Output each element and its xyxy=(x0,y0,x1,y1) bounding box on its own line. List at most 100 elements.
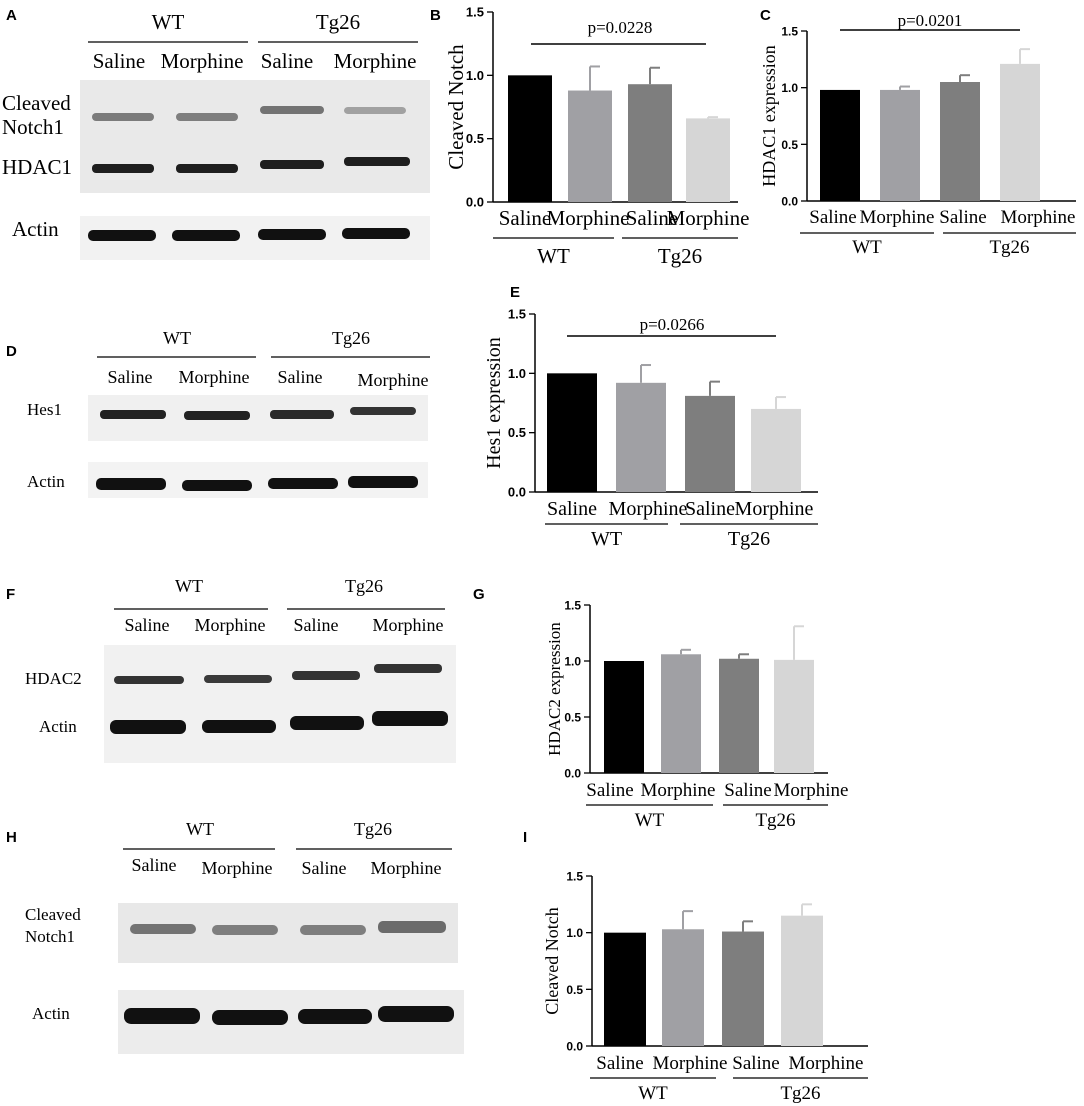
y-tick-label: 1.5 xyxy=(466,5,484,20)
blot-band xyxy=(204,675,272,683)
category-label: Saline xyxy=(586,780,634,801)
y-tick-label: 0.5 xyxy=(508,425,526,440)
panel-label: E xyxy=(510,284,520,301)
bar xyxy=(616,382,666,492)
panel-f-blot: F WT Tg26 Saline Morphine Saline Morphin… xyxy=(6,576,456,763)
bar xyxy=(604,932,646,1046)
bar xyxy=(568,90,612,202)
blot-band xyxy=(124,1008,200,1024)
blot-band xyxy=(130,924,196,934)
lane-label: Saline xyxy=(125,615,170,635)
bar xyxy=(685,395,735,492)
group-label: Tg26 xyxy=(755,810,795,831)
bar xyxy=(880,89,920,201)
panel-label: B xyxy=(430,7,441,24)
lane-label: Morphine xyxy=(371,858,442,878)
group-label: WT xyxy=(852,237,882,258)
blot-band xyxy=(176,164,238,173)
category-label: Morphine xyxy=(547,206,630,230)
blot-band xyxy=(374,664,442,673)
panel-label: D xyxy=(6,343,17,360)
blot-band xyxy=(350,407,416,415)
bar xyxy=(508,75,552,202)
y-tick-label: 1.0 xyxy=(781,81,798,95)
blot-membrane xyxy=(104,645,456,763)
y-tick-label: 0.0 xyxy=(566,1040,583,1054)
bar xyxy=(686,118,730,202)
y-tick-label: 0.0 xyxy=(781,195,798,209)
category-label: Saline xyxy=(939,207,987,228)
group-label: Tg26 xyxy=(345,576,383,596)
bar xyxy=(940,82,980,201)
category-label: Morphine xyxy=(667,206,750,230)
panel-label: C xyxy=(760,7,771,24)
blot-band xyxy=(96,478,166,490)
category-label: Morphine xyxy=(609,498,688,520)
blot-band xyxy=(202,720,276,733)
group-label: WT xyxy=(163,328,191,348)
y-tick-label: 1.5 xyxy=(566,870,583,884)
y-axis-label: Hes1 expression xyxy=(483,337,505,469)
category-label: Saline xyxy=(809,207,857,228)
category-label: Morphine xyxy=(653,1053,728,1074)
y-tick-label: 0.5 xyxy=(466,131,484,146)
lane-label: Saline xyxy=(108,367,153,387)
row-label: Actin xyxy=(39,717,77,736)
blot-band xyxy=(290,716,364,730)
row-label: HDAC1 xyxy=(2,155,72,179)
bar xyxy=(628,84,672,202)
blot-band xyxy=(292,671,360,680)
blot-band xyxy=(176,113,238,121)
category-label: Morphine xyxy=(789,1053,864,1074)
lane-label: Saline xyxy=(294,615,339,635)
panel-label: I xyxy=(523,829,527,846)
lane-label: Morphine xyxy=(195,615,266,635)
blot-band xyxy=(184,411,250,420)
bar xyxy=(722,931,764,1046)
panel-label: F xyxy=(6,586,15,603)
row-label: Cleaved Notch1 xyxy=(2,91,76,139)
blot-band xyxy=(378,921,446,933)
bar xyxy=(719,658,759,773)
bar xyxy=(604,661,644,773)
row-label: Actin xyxy=(12,217,59,241)
lane-label: Morphine xyxy=(334,49,417,73)
row-label: Actin xyxy=(32,1004,70,1023)
category-label: Morphine xyxy=(860,207,935,228)
blot-band xyxy=(260,160,324,169)
blot-band xyxy=(342,228,410,239)
group-label: WT xyxy=(186,819,214,839)
group-label: Tg26 xyxy=(316,10,360,34)
category-label: Morphine xyxy=(641,780,716,801)
blot-band xyxy=(182,480,252,491)
bar xyxy=(820,89,860,201)
y-axis-label: Cleaved Notch xyxy=(444,44,468,170)
blot-band xyxy=(372,711,448,726)
bar xyxy=(662,929,704,1046)
group-label: Tg26 xyxy=(989,237,1029,258)
y-tick-label: 0.0 xyxy=(508,485,526,500)
p-value-label: p=0.0266 xyxy=(640,315,705,334)
blot-band xyxy=(258,229,326,240)
group-label: Tg26 xyxy=(658,244,702,268)
p-value-label: p=0.0228 xyxy=(588,18,653,37)
blot-band xyxy=(344,157,410,166)
p-value-label: p=0.0201 xyxy=(898,11,963,30)
blot-membrane xyxy=(80,80,430,193)
panel-label: A xyxy=(6,7,17,24)
blot-band xyxy=(92,164,154,173)
blot-band xyxy=(260,106,324,114)
lane-label: Saline xyxy=(278,367,323,387)
y-tick-label: 0.5 xyxy=(781,138,798,152)
lane-label: Morphine xyxy=(202,858,273,878)
y-tick-label: 1.0 xyxy=(508,366,526,381)
bar xyxy=(751,408,801,492)
category-label: Morphine xyxy=(735,498,814,520)
blot-band xyxy=(212,925,278,935)
category-label: Saline xyxy=(596,1053,644,1074)
